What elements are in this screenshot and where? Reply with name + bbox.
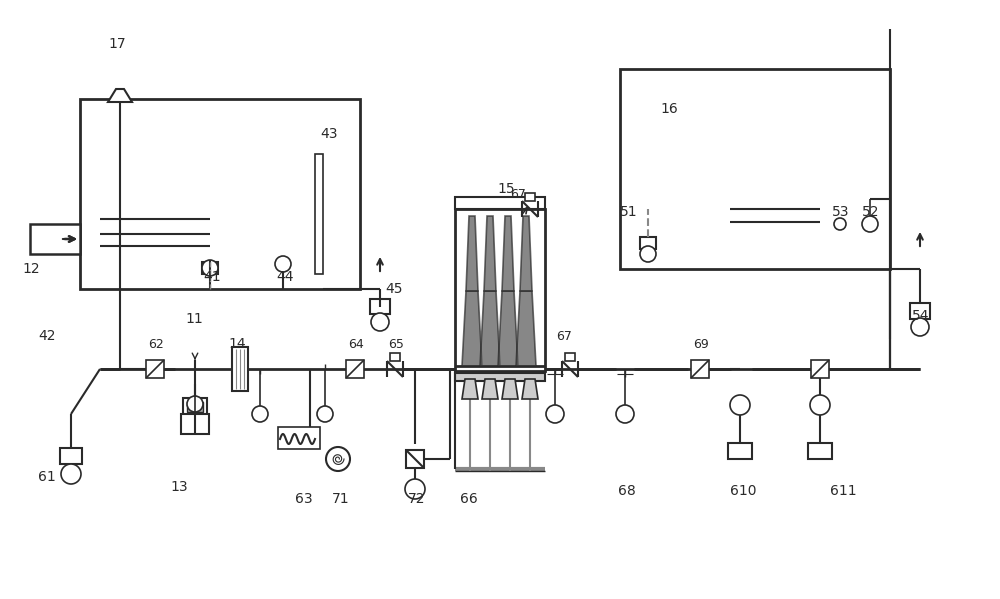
Bar (278, 427, 320, 449)
Circle shape (616, 405, 634, 423)
Text: 11: 11 (185, 312, 203, 326)
Polygon shape (466, 216, 478, 291)
Text: 45: 45 (385, 282, 402, 296)
Text: 44: 44 (276, 270, 294, 284)
Bar (146, 360, 164, 378)
Circle shape (317, 406, 333, 422)
Bar (565, 353, 575, 361)
Text: 41: 41 (203, 270, 221, 284)
Bar (30, 224, 80, 254)
Circle shape (326, 447, 350, 471)
Bar (455, 373, 545, 381)
Bar (202, 262, 218, 274)
Circle shape (546, 405, 564, 423)
Bar (406, 450, 424, 468)
Bar (525, 193, 535, 201)
Bar (187, 402, 203, 412)
Text: 65: 65 (388, 337, 404, 350)
Bar (390, 353, 400, 361)
Text: 14: 14 (228, 337, 246, 351)
Polygon shape (462, 379, 478, 399)
Polygon shape (516, 291, 536, 366)
Circle shape (202, 260, 218, 276)
Polygon shape (484, 216, 496, 291)
Text: 51: 51 (620, 205, 638, 219)
Text: 43: 43 (320, 127, 338, 141)
Text: 69: 69 (693, 337, 709, 350)
Text: 53: 53 (832, 205, 850, 219)
Text: 61: 61 (38, 470, 56, 484)
Bar (455, 197, 545, 209)
Circle shape (371, 313, 389, 331)
Circle shape (862, 216, 878, 232)
Circle shape (252, 406, 268, 422)
Text: 71: 71 (332, 492, 350, 506)
Bar (181, 414, 209, 434)
Polygon shape (502, 379, 518, 399)
Text: 62: 62 (148, 337, 164, 350)
Bar (455, 209, 545, 371)
Bar (640, 237, 656, 249)
Circle shape (275, 256, 291, 272)
Text: 42: 42 (38, 329, 56, 343)
Circle shape (61, 464, 81, 484)
Text: 66: 66 (460, 492, 478, 506)
Polygon shape (462, 291, 482, 366)
Polygon shape (522, 379, 538, 399)
Bar (910, 303, 930, 319)
Text: 64: 64 (348, 337, 364, 350)
Bar (691, 360, 709, 378)
Circle shape (810, 395, 830, 415)
Circle shape (834, 218, 846, 230)
Polygon shape (520, 216, 532, 291)
Bar (232, 347, 248, 391)
Text: 12: 12 (22, 262, 40, 276)
Polygon shape (502, 216, 514, 291)
Bar (620, 69, 890, 269)
Text: 17: 17 (108, 37, 126, 51)
Polygon shape (482, 379, 498, 399)
Text: 16: 16 (660, 102, 678, 116)
Text: 54: 54 (912, 309, 930, 323)
Text: 67: 67 (510, 187, 526, 201)
Polygon shape (480, 291, 500, 366)
Polygon shape (108, 89, 132, 102)
Text: 610: 610 (730, 484, 757, 498)
Text: 611: 611 (830, 484, 857, 498)
Circle shape (405, 479, 425, 499)
Bar (808, 443, 832, 459)
Bar (315, 154, 323, 274)
Polygon shape (498, 291, 518, 366)
Bar (183, 398, 207, 416)
Bar (80, 99, 360, 289)
Text: 72: 72 (408, 492, 426, 506)
Circle shape (640, 246, 656, 262)
Bar (370, 299, 390, 314)
Circle shape (911, 318, 929, 336)
Text: 52: 52 (862, 205, 880, 219)
Bar (346, 360, 364, 378)
Text: 67: 67 (556, 331, 572, 343)
Text: 63: 63 (295, 492, 313, 506)
Text: 68: 68 (618, 484, 636, 498)
Text: 13: 13 (170, 480, 188, 494)
Circle shape (187, 396, 203, 412)
Bar (728, 443, 752, 459)
Bar (60, 448, 82, 464)
Text: 15: 15 (497, 182, 515, 196)
Bar (811, 360, 829, 378)
Circle shape (730, 395, 750, 415)
